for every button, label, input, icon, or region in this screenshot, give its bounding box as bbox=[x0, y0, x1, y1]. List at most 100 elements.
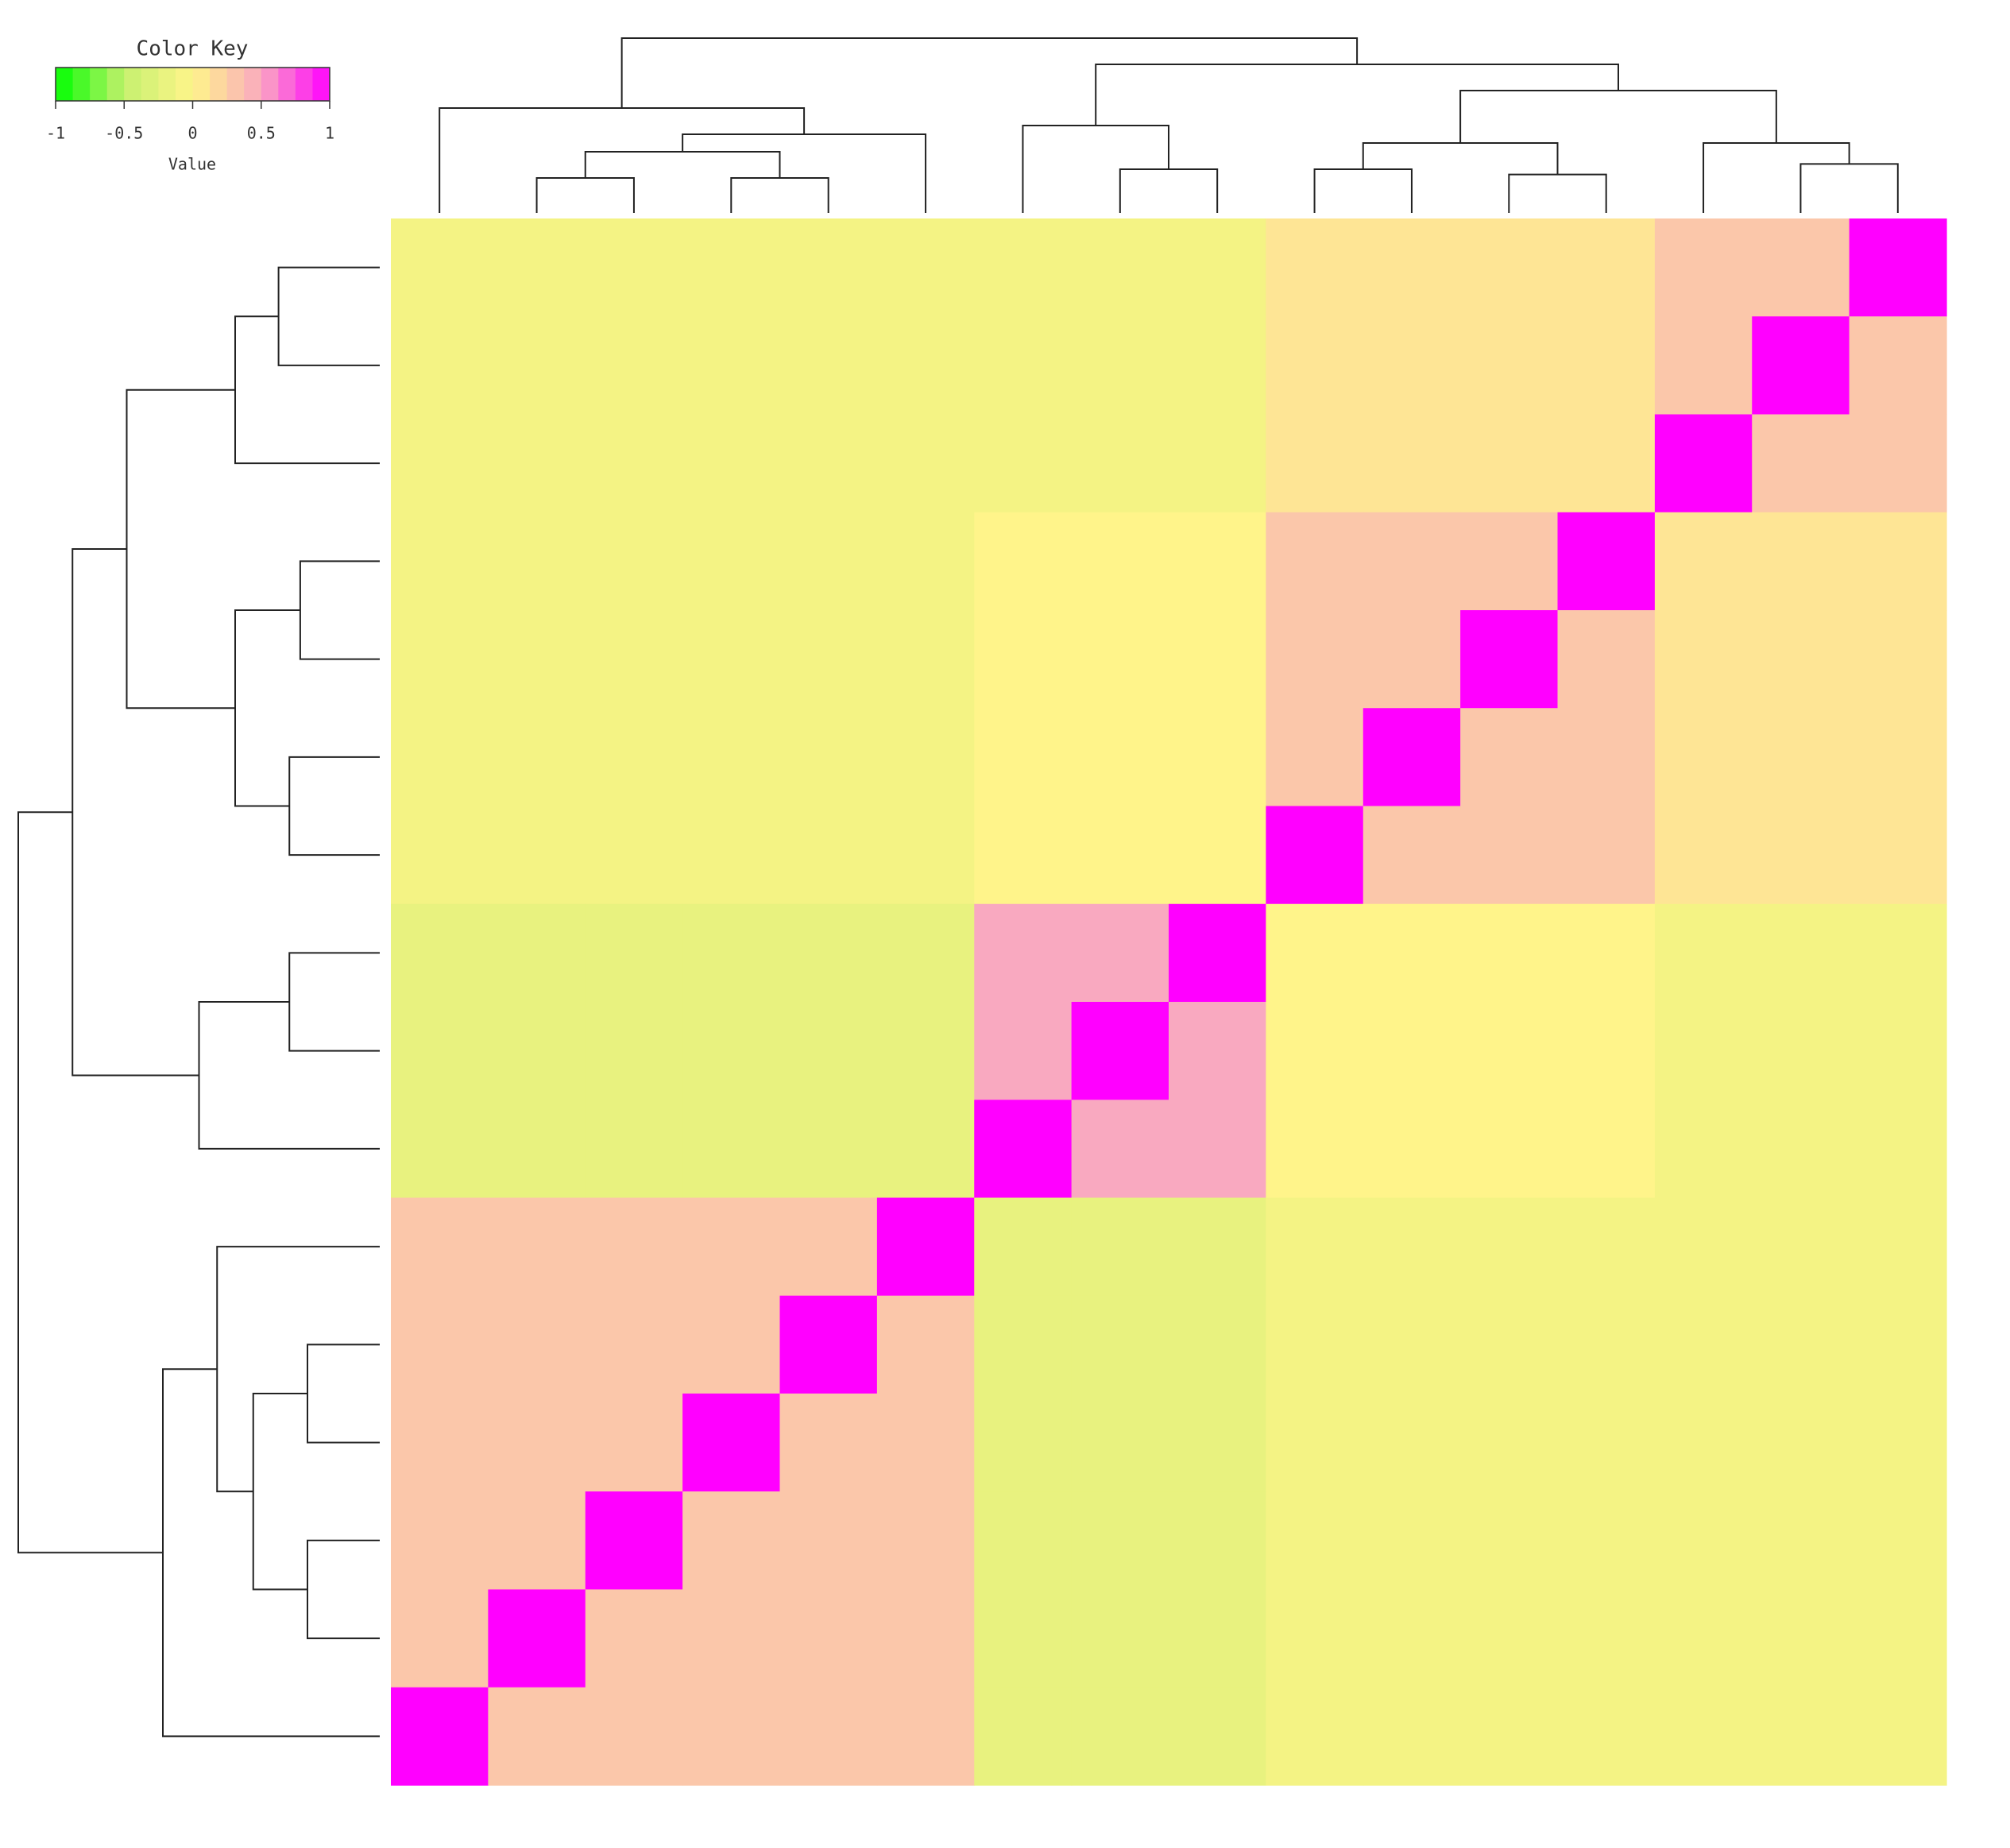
heatmap-cell bbox=[1071, 806, 1169, 905]
key-bin bbox=[192, 68, 211, 101]
heatmap-cell bbox=[682, 1394, 781, 1492]
heatmap-cell bbox=[1557, 512, 1656, 611]
heatmap-cell bbox=[391, 1394, 489, 1492]
heatmap-cell bbox=[1363, 414, 1461, 513]
heatmap-cell bbox=[682, 512, 781, 611]
heatmap-cell bbox=[1654, 414, 1753, 513]
heatmap-cell bbox=[1654, 903, 1753, 1003]
heatmap-cell bbox=[1752, 806, 1850, 905]
heatmap-cell bbox=[1752, 512, 1850, 611]
heatmap-cell bbox=[585, 708, 683, 807]
heatmap-cell bbox=[1752, 316, 1850, 416]
heatmap-cell bbox=[974, 218, 1073, 317]
key-bin bbox=[90, 68, 108, 101]
heatmap-cell bbox=[1071, 1197, 1169, 1297]
heatmap-cell bbox=[1363, 806, 1461, 905]
heatmap-cell bbox=[682, 1491, 781, 1591]
heatmap-cell bbox=[1266, 1394, 1364, 1492]
key-bin bbox=[56, 68, 74, 101]
key-tick-label: -1 bbox=[46, 124, 65, 143]
heatmap-cell bbox=[488, 903, 586, 1003]
heatmap-cell bbox=[974, 903, 1073, 1003]
heatmap-cell bbox=[1071, 903, 1169, 1003]
heatmap-cell bbox=[488, 1100, 586, 1199]
heatmap-cell bbox=[1169, 414, 1266, 513]
heatmap-cell bbox=[779, 1687, 878, 1786]
row-dendrogram bbox=[17, 266, 380, 1738]
heatmap-cell bbox=[876, 1687, 975, 1786]
heatmap-cell bbox=[391, 218, 489, 317]
heatmap-cell bbox=[1460, 1197, 1559, 1297]
heatmap-cell bbox=[1363, 1002, 1461, 1100]
heatmap-cell bbox=[1654, 806, 1753, 905]
heatmap-cell bbox=[1849, 806, 1947, 905]
heatmap-cell bbox=[876, 1295, 975, 1394]
key-bin bbox=[124, 68, 142, 101]
heatmap-cell bbox=[1752, 610, 1850, 709]
heatmap-cell bbox=[1654, 1002, 1753, 1100]
heatmap-cell bbox=[876, 1100, 975, 1199]
heatmap-cell bbox=[391, 1100, 489, 1199]
heatmap-cell bbox=[1266, 610, 1364, 709]
heatmap-cell bbox=[1071, 708, 1169, 807]
heatmap-cell bbox=[1849, 1491, 1947, 1591]
heatmap-cell bbox=[1169, 218, 1266, 317]
heatmap-cell bbox=[1752, 1197, 1850, 1297]
heatmap-cell bbox=[1266, 1589, 1364, 1688]
heatmap-cell bbox=[876, 806, 975, 905]
heatmap-cell bbox=[1169, 610, 1266, 709]
heatmap-cell bbox=[1169, 903, 1266, 1003]
heatmap-cell bbox=[391, 512, 489, 611]
heatmap-cell bbox=[779, 1197, 878, 1297]
key-bin bbox=[261, 68, 279, 101]
heatmap-cell bbox=[682, 218, 781, 317]
heatmap-cell bbox=[391, 1295, 489, 1394]
heatmap-cell bbox=[974, 1589, 1073, 1688]
heatmap-cell bbox=[1460, 1589, 1559, 1688]
heatmap-cell bbox=[1266, 903, 1364, 1003]
heatmap-cell bbox=[391, 806, 489, 905]
heatmap-cell bbox=[779, 1100, 878, 1199]
heatmap-cell bbox=[1169, 806, 1266, 905]
heatmap-cell bbox=[1363, 512, 1461, 611]
key-tick-label: 0.5 bbox=[247, 124, 276, 143]
heatmap-cell bbox=[1557, 414, 1656, 513]
heatmap-cell bbox=[1363, 708, 1461, 807]
heatmap-cell bbox=[779, 1589, 878, 1688]
heatmap-cell bbox=[1169, 1197, 1266, 1297]
heatmap-cell bbox=[1849, 1100, 1947, 1199]
heatmap-cell bbox=[1169, 1295, 1266, 1394]
heatmap-cell bbox=[488, 1002, 586, 1100]
heatmap-cell bbox=[682, 806, 781, 905]
heatmap-cell bbox=[1557, 1491, 1656, 1591]
key-bin bbox=[158, 68, 176, 101]
heatmap-cell bbox=[391, 903, 489, 1003]
heatmap-cell bbox=[1169, 1100, 1266, 1199]
heatmap-cell bbox=[1849, 708, 1947, 807]
key-tick-label: 0 bbox=[187, 124, 197, 143]
heatmap-cell bbox=[1266, 512, 1364, 611]
heatmap-cell bbox=[585, 1394, 683, 1492]
key-bin bbox=[312, 68, 330, 101]
heatmap-cell bbox=[1266, 1002, 1364, 1100]
heatmap-cell bbox=[779, 1295, 878, 1394]
heatmap-cell bbox=[682, 1589, 781, 1688]
heatmap-cell bbox=[876, 414, 975, 513]
heatmap-cell bbox=[1752, 1687, 1850, 1786]
heatmap-cell bbox=[876, 512, 975, 611]
heatmap-cell bbox=[1849, 903, 1947, 1003]
heatmap-cell bbox=[1363, 1589, 1461, 1688]
heatmap-cell bbox=[682, 1295, 781, 1394]
heatmap-cell bbox=[1266, 1100, 1364, 1199]
heatmap-cell bbox=[585, 414, 683, 513]
heatmap-cell bbox=[391, 414, 489, 513]
heatmap-cell bbox=[391, 316, 489, 416]
heatmap-cell bbox=[1266, 1687, 1364, 1786]
heatmap-cell bbox=[1266, 414, 1364, 513]
heatmap-cell bbox=[974, 708, 1073, 807]
heatmap-cell bbox=[585, 1002, 683, 1100]
heatmap-cell bbox=[682, 903, 781, 1003]
heatmap-cell bbox=[488, 1197, 586, 1297]
heatmap-cell bbox=[974, 316, 1073, 416]
